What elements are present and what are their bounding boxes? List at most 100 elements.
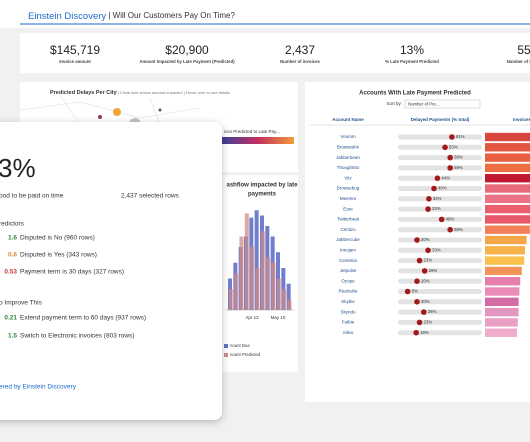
map-legend-gradient [222,137,294,144]
cashflow-bar [286,283,291,310]
cashflow-bar [287,299,292,310]
card-caption: ood to be paid on time [0,193,64,200]
kpi-value: 13% [400,43,424,57]
column-header: Account Name [332,117,364,122]
invoice-bar [485,215,530,224]
account-name: Twitterbeat [337,217,360,222]
delay-label: 29% [429,268,438,273]
delay-track [398,227,482,233]
invoice-bar [485,153,530,162]
delay-track [398,330,482,336]
cashflow-bar [244,213,249,310]
invoice-bar [485,266,522,276]
delay-label: 20% [421,237,430,242]
delay-label: 28% [428,309,437,314]
invoice-bar [485,287,520,296]
map-title: Predicted Delays Per City | Circle size … [50,90,230,96]
account-name: Vitz [344,175,352,180]
delay-dot [425,247,431,254]
delay-label: 23% [424,320,433,325]
delay-label: 19% [420,330,429,335]
column-header: Delayed Payments (% total) [411,117,470,122]
delay-dot [447,154,453,161]
sort-dropdown[interactable] [404,99,481,109]
delay-dot [414,237,420,243]
delay-dot [442,144,448,151]
map-decoration [19,94,201,151]
account-name: Eare [343,206,353,211]
x-tick-label: Apr 12 [245,315,259,320]
kpi-label: Amount Impacted by Late Payment (Predict… [139,59,235,64]
delay-label: 44% [441,175,450,180]
account-name: Jetpulse [340,268,357,273]
delay-dot [414,278,420,285]
account-name: Fatbie [342,320,355,325]
delay-track [398,299,482,305]
delay-track [398,186,482,191]
delay-dot [414,299,420,305]
account-name: Realcube [338,289,358,294]
delay-dot [447,165,453,171]
account-name: Meemm [340,196,357,201]
delay-track [398,268,482,274]
map-circle [113,108,121,116]
legend-label: nount Due [230,343,250,348]
invoice-bar [485,277,521,286]
cashflow-bar [255,268,260,310]
invoice-bar [485,256,525,265]
legend-label: nount Predicted [230,352,261,357]
cashflow-bar [228,289,233,310]
delay-track [398,237,482,243]
map-title-main: Predicted Delays Per City [50,90,118,96]
delay-label: 59% [454,155,463,160]
improvement-text: Switch to Electronic invoices (803 rows) [20,333,135,340]
account-name: Browsedriv [337,144,360,149]
kpi-label: Invoice amount [59,59,91,64]
legend-swatch [224,344,228,348]
column-header: Invoices [513,117,530,122]
invoice-bar [485,297,519,306]
account-name: Thoughtsto [337,165,360,170]
sort-label: Sort by: [386,101,402,106]
delay-label: 59% [454,165,463,170]
delay-label: 33% [432,247,441,252]
account-name: Oyope [341,278,355,283]
predictor-text: Disputed is Yes (343 rows) [20,252,97,259]
account-name: Jabberbean [336,155,360,160]
kpi-label: Number of invoices [280,59,320,64]
delay-label: 23% [424,258,433,263]
improvement-score: 0.21 [4,315,17,322]
title: | Will Our Customers Pay On Time? [106,11,235,20]
invoice-bar [485,318,518,327]
card-background [0,122,222,420]
cashflow-title: ashflow impacted by late [226,183,298,189]
kpi-value: 2,437 [285,43,315,57]
delay-track [398,206,482,212]
invoice-bar [485,132,530,142]
cashflow-bar [254,210,259,310]
delay-dot [434,175,441,181]
accounts-title: Accounts With Late Payment Predicted [359,91,471,97]
account-name: Jabbercube [336,237,360,242]
delay-dot [413,329,419,336]
improvement-score: 1.5 [8,333,17,340]
invoice-bar [485,143,530,152]
invoice-bar [485,184,530,193]
delay-label: 33% [432,206,441,211]
delay-dot [421,309,427,315]
map-legend-title: ices Predicted to Late Pay... [224,129,280,134]
sort-value: Number of Pre... [408,101,440,106]
delay-dot [447,226,453,233]
cashflow-title: payments [248,192,277,198]
delay-dot [431,185,437,192]
account-name: Voomm [340,134,356,139]
delay-dot [416,319,423,326]
section-title: o Improve This [0,300,43,307]
delay-dot [416,257,423,264]
legend-swatch [224,353,228,357]
delay-label: 9% [412,289,418,294]
header-bar [0,0,530,28]
delay-track [398,155,482,161]
